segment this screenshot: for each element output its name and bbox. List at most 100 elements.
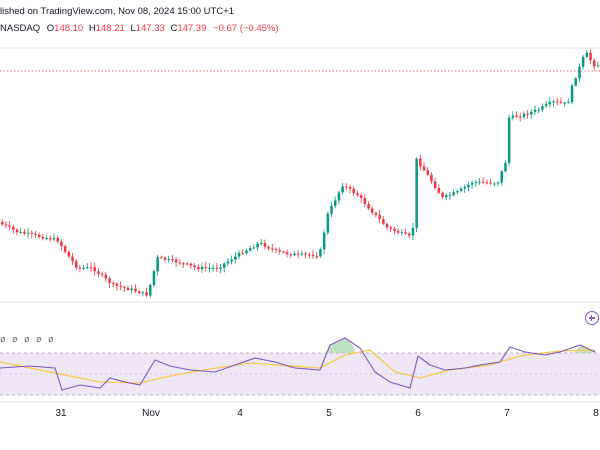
candle-body <box>441 192 444 198</box>
candle-body <box>75 261 78 268</box>
x-tick-6: 6 <box>415 408 421 419</box>
candle-body <box>234 256 237 260</box>
candle-body <box>374 212 378 215</box>
candle-body <box>541 106 544 110</box>
candle-body <box>496 182 500 184</box>
candle-body <box>282 251 285 253</box>
candle-body <box>567 102 570 104</box>
candles <box>1 49 600 298</box>
candle-body <box>230 259 233 262</box>
candle-body <box>219 267 222 269</box>
candle-body <box>334 200 337 206</box>
candle-body <box>137 291 141 294</box>
candle-body <box>226 261 230 264</box>
candle-body <box>186 263 189 265</box>
candle-body <box>537 109 540 111</box>
candle-body <box>593 60 596 67</box>
candle-body <box>160 257 163 259</box>
candle-body <box>56 238 59 242</box>
candle-body <box>589 52 592 61</box>
candle-body <box>108 278 111 284</box>
low-value: 147.33 <box>135 23 165 34</box>
candle-body <box>8 225 11 227</box>
candle-body <box>530 111 533 115</box>
x-tick-5: 5 <box>326 408 332 419</box>
candle-body <box>38 234 41 237</box>
candle-body <box>171 259 174 261</box>
candle-body <box>485 182 489 184</box>
candle-body <box>467 184 470 187</box>
candle-body <box>49 237 52 240</box>
candle-body <box>86 267 89 269</box>
candle-body <box>315 256 318 258</box>
candle-body <box>149 284 152 296</box>
candle-body <box>415 158 418 228</box>
candle-body <box>82 267 85 269</box>
rsi-ma-line <box>0 349 596 384</box>
candle-body <box>559 101 563 103</box>
candle-body <box>145 292 148 296</box>
candle-body <box>211 267 215 269</box>
candle-body <box>252 247 256 249</box>
x-tick-7: 7 <box>504 408 510 419</box>
candle-body <box>389 227 392 229</box>
candle-body <box>223 263 226 268</box>
candle-body <box>452 192 455 196</box>
candle-body <box>578 66 581 79</box>
candle-body <box>34 233 37 235</box>
candle-body <box>459 188 463 192</box>
candle-body <box>596 65 600 67</box>
candle-body <box>204 266 207 268</box>
candle-body <box>526 113 529 115</box>
candle-body <box>167 259 170 261</box>
header: lished on TradingView.com, Nov 08, 2024 … <box>0 6 600 20</box>
open-label: O <box>46 23 55 34</box>
candle-body <box>445 195 448 198</box>
candle-body <box>408 233 411 236</box>
candle-body <box>448 195 452 197</box>
candle-body <box>200 266 204 270</box>
candle-body <box>12 226 15 230</box>
candle-body <box>478 181 481 183</box>
candle-body <box>548 101 552 105</box>
candle-body <box>89 267 93 269</box>
candle-body <box>30 232 34 234</box>
rsi-overbought-fill <box>326 338 356 353</box>
candle-body <box>189 263 193 266</box>
candle-body <box>574 78 577 86</box>
candle-body <box>378 214 381 220</box>
candle-body <box>4 224 8 226</box>
candle-body <box>319 249 322 257</box>
candle-body <box>345 186 348 188</box>
candle-body <box>411 227 415 236</box>
close-value: 147.39 <box>177 23 207 34</box>
candle-body <box>493 183 496 185</box>
candle-body <box>123 286 126 288</box>
candle-body <box>585 52 589 57</box>
add-indicator-button[interactable] <box>585 311 599 325</box>
candle-body <box>507 117 511 163</box>
candle-body <box>112 283 115 285</box>
candle-body <box>60 241 63 247</box>
candle-body <box>382 219 385 224</box>
candle-body <box>263 243 267 247</box>
candle-body <box>285 252 289 255</box>
candle-body <box>182 263 185 265</box>
candle-body <box>308 254 311 256</box>
candle-body <box>256 243 259 248</box>
close-label: C <box>170 23 178 34</box>
candle-body <box>352 188 355 194</box>
candle-body <box>178 262 182 264</box>
x-tick-31: 31 <box>55 408 67 419</box>
candle-body <box>197 266 200 270</box>
candle-body <box>563 102 566 104</box>
candle-body <box>544 104 548 107</box>
candle-body <box>100 273 104 275</box>
candle-body <box>393 228 396 231</box>
indicator-label: ø ø ø ø ø <box>0 334 56 344</box>
candle-body <box>367 204 370 209</box>
candle-body <box>71 256 74 262</box>
rsi-line <box>0 337 596 391</box>
candle-body <box>26 232 30 234</box>
